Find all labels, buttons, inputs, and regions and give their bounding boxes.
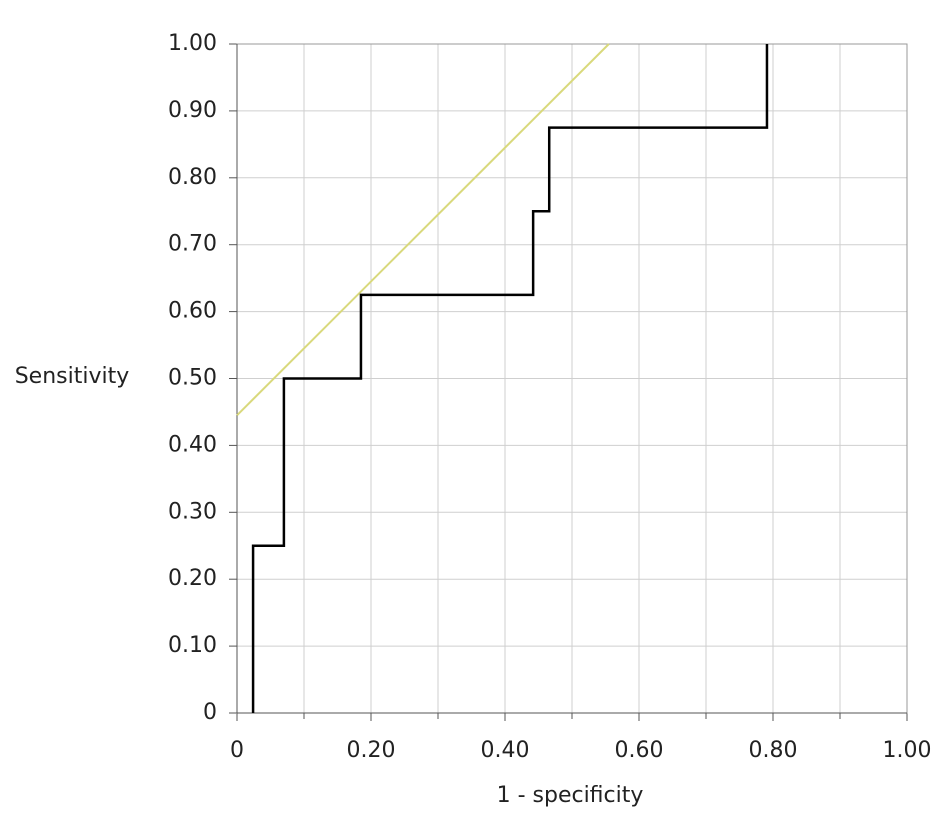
y-tick-label: 0 bbox=[203, 700, 217, 725]
y-tick-label: 0.20 bbox=[168, 566, 217, 591]
x-axis-label: 1 - specificity bbox=[497, 783, 644, 808]
y-tick-label: 0.70 bbox=[168, 232, 217, 257]
x-tick-label: 0.20 bbox=[347, 738, 396, 763]
y-tick-label: 0.50 bbox=[168, 366, 217, 391]
y-tick-label: 0.60 bbox=[168, 299, 217, 324]
y-tick-label: 0.90 bbox=[168, 98, 217, 123]
x-tick-label: 0 bbox=[230, 738, 244, 763]
y-axis-label: Sensitivity bbox=[15, 364, 130, 389]
x-tick-label: 0.40 bbox=[481, 738, 530, 763]
y-tick-label: 0.40 bbox=[168, 432, 217, 457]
y-tick-label: 1.00 bbox=[168, 31, 217, 56]
series-line bbox=[236, 43, 610, 417]
x-tick-label: 0.60 bbox=[615, 738, 664, 763]
y-tick-label: 0.30 bbox=[168, 499, 217, 524]
x-tick-label: 1.00 bbox=[883, 738, 932, 763]
y-tick-label: 0.10 bbox=[168, 633, 217, 658]
series-line bbox=[251, 44, 769, 713]
y-tick-label: 0.80 bbox=[168, 165, 217, 190]
x-tick-label: 0.80 bbox=[749, 738, 798, 763]
